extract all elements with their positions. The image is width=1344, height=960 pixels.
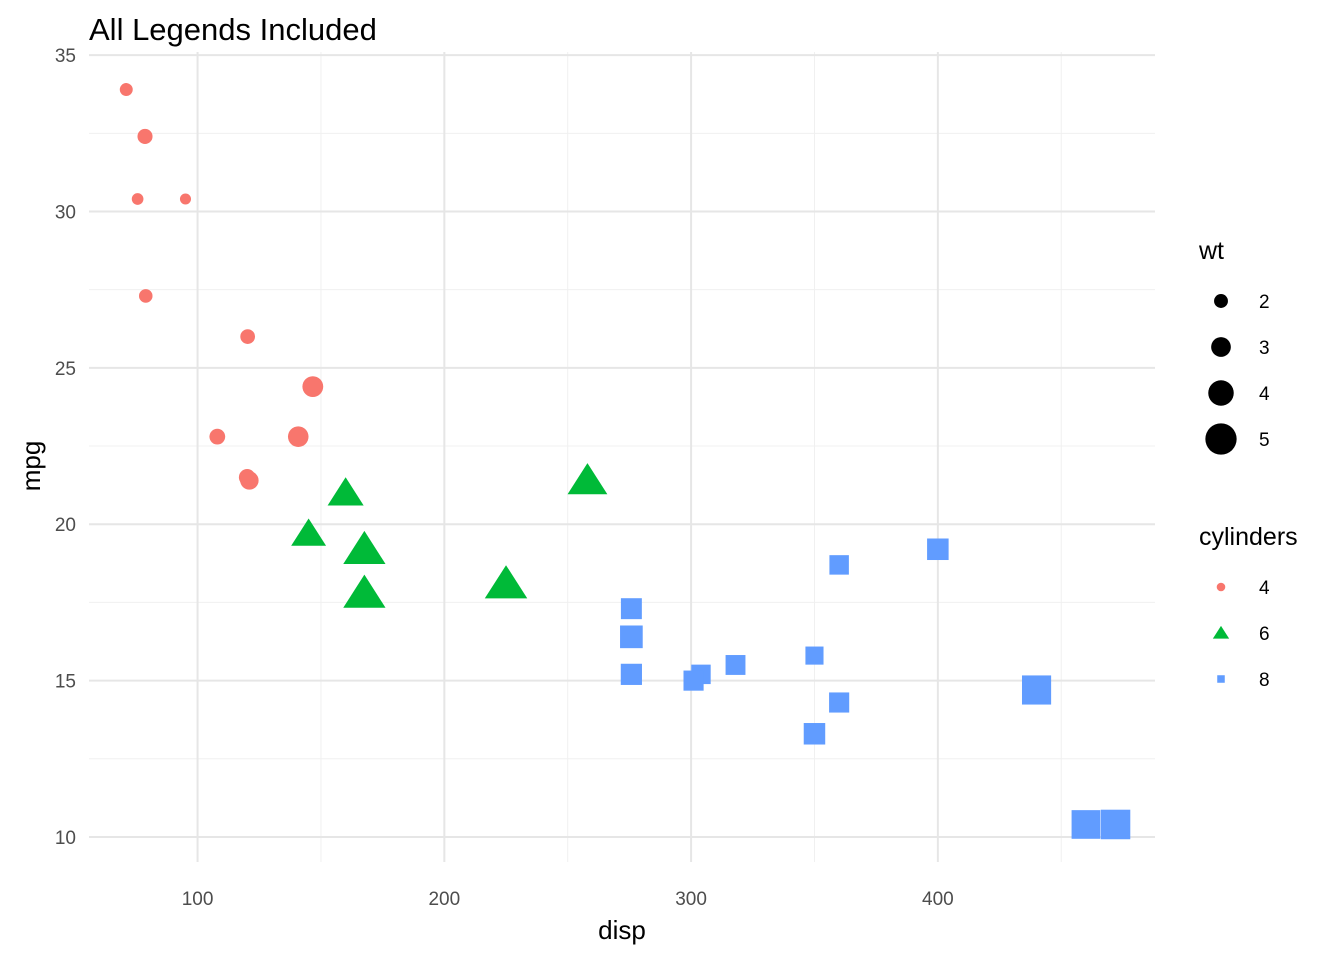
x-axis-tick-labels: 100 200 300 400 <box>182 889 954 910</box>
data-point-cyl-6 <box>327 477 364 506</box>
data-point-cyl-8 <box>683 670 704 691</box>
x-tick-label: 400 <box>922 889 954 910</box>
size-legend-keys: 2 3 4 5 <box>1205 292 1270 455</box>
data-point-cyl-4 <box>287 426 309 447</box>
x-tick-label: 100 <box>182 889 214 910</box>
chart-title: All Legends Included <box>89 12 377 47</box>
data-point-cyl-4 <box>138 289 153 303</box>
data-point-cyl-4 <box>240 471 259 490</box>
size-legend-key <box>1208 380 1234 406</box>
size-legend: wt 2 3 4 5 <box>1198 237 1270 455</box>
data-point-cyl-6 <box>291 518 327 546</box>
data-point-cyl-8 <box>805 646 824 665</box>
y-tick-label: 30 <box>55 202 76 223</box>
data-point-cyl-8 <box>829 692 850 713</box>
data-point-cyl-6 <box>567 463 608 495</box>
data-point-cyl-8 <box>620 663 642 685</box>
size-legend-title: wt <box>1198 237 1224 265</box>
cylinders-legend-key-8 <box>1217 675 1225 683</box>
data-point-cyl-4 <box>240 329 256 344</box>
size-legend-label: 4 <box>1259 384 1270 405</box>
y-tick-label: 10 <box>55 828 76 849</box>
data-point-cyl-8 <box>1100 809 1131 840</box>
data-point-cyl-4 <box>209 428 226 445</box>
y-axis-tick-labels: 10 15 20 25 30 35 <box>55 46 76 849</box>
cylinders-legend: cylinders 4 6 8 <box>1199 523 1298 691</box>
cylinders-legend-keys: 4 6 8 <box>1212 578 1270 691</box>
data-point-cyl-8 <box>803 723 826 745</box>
data-point-cyl-8 <box>927 538 949 561</box>
y-tick-label: 25 <box>55 359 76 380</box>
cylinders-legend-key-6 <box>1212 625 1230 639</box>
cylinders-legend-label: 8 <box>1259 670 1270 691</box>
cylinders-legend-title: cylinders <box>1199 523 1298 551</box>
data-point-cyl-6 <box>343 530 386 564</box>
data-points <box>119 83 1131 840</box>
data-point-cyl-8 <box>1021 675 1052 705</box>
data-point-cyl-8 <box>829 555 849 575</box>
cylinders-legend-key-4 <box>1216 582 1226 592</box>
size-legend-key <box>1214 294 1228 308</box>
y-axis-title: mpg <box>16 441 46 492</box>
size-legend-key <box>1211 337 1231 357</box>
major-gridlines <box>89 52 1155 862</box>
x-axis-title: disp <box>598 915 646 945</box>
data-point-cyl-8 <box>620 598 642 620</box>
data-point-cyl-4 <box>119 83 133 97</box>
cylinders-legend-label: 6 <box>1259 624 1270 645</box>
cylinders-legend-label: 4 <box>1259 578 1270 599</box>
size-legend-label: 2 <box>1259 292 1270 313</box>
size-legend-label: 5 <box>1259 430 1270 451</box>
data-point-cyl-8 <box>620 625 643 649</box>
size-legend-key <box>1205 423 1237 455</box>
data-point-cyl-4 <box>302 376 324 398</box>
y-tick-label: 15 <box>55 672 76 693</box>
y-tick-label: 35 <box>55 46 76 67</box>
data-point-cyl-8 <box>725 655 746 675</box>
data-point-cyl-8 <box>1071 810 1101 839</box>
data-point-cyl-6 <box>343 574 386 608</box>
y-tick-label: 20 <box>55 515 76 536</box>
data-point-cyl-4 <box>131 193 144 205</box>
size-legend-label: 3 <box>1259 338 1270 359</box>
minor-gridlines <box>89 52 1155 862</box>
x-tick-label: 200 <box>428 889 460 910</box>
data-point-cyl-4 <box>137 128 153 144</box>
x-tick-label: 300 <box>675 889 707 910</box>
data-point-cyl-4 <box>179 193 192 205</box>
data-point-cyl-6 <box>484 565 528 599</box>
